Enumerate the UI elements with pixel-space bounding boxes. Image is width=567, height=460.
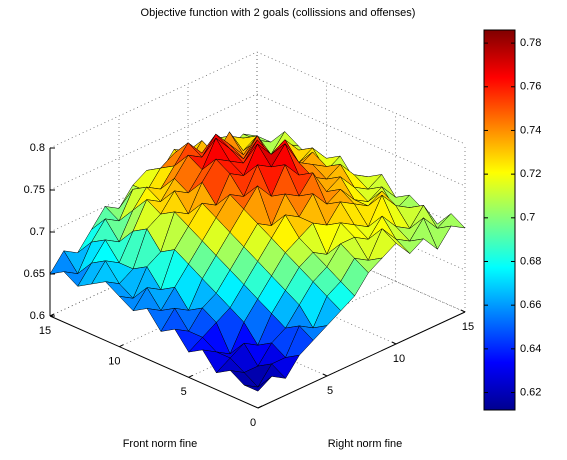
- z-tick-label: 0.7: [30, 226, 45, 238]
- x-tick-label: 15: [39, 325, 51, 337]
- colorbar-tick-label: 0.76: [520, 81, 541, 93]
- colorbar-tick-label: 0.62: [520, 386, 541, 398]
- z-tick-label: 0.8: [30, 142, 45, 154]
- x-tick-label: 5: [181, 386, 187, 398]
- y-tick-label: 5: [327, 385, 333, 397]
- colorbar-tick-label: 0.78: [520, 37, 541, 49]
- colorbar-tick-label: 0.72: [520, 168, 541, 180]
- z-tick-label: 0.65: [24, 268, 45, 280]
- colorbar-tick-label: 0.68: [520, 255, 541, 267]
- x-tick: [257, 405, 263, 409]
- z-tick-label: 0.6: [30, 310, 45, 322]
- x-tick-label: 0: [250, 417, 256, 429]
- chart-title: Objective function with 2 goals (colliss…: [141, 7, 416, 19]
- x-axis-label: Front norm fine: [123, 438, 198, 450]
- y-tick-label: 15: [462, 321, 474, 333]
- colorbar-tick-label: 0.74: [520, 124, 541, 136]
- x-tick: [49, 313, 55, 317]
- colorbar-tick-label: 0.66: [520, 299, 541, 311]
- axis-line: [257, 311, 466, 409]
- surface-patch: [243, 376, 272, 392]
- y-tick: [460, 309, 466, 313]
- colorbar-tick-label: 0.7: [520, 212, 535, 224]
- y-tick: [322, 373, 328, 377]
- x-tick: [188, 374, 193, 378]
- y-tick: [391, 341, 397, 345]
- y-axis-label: Right norm fine: [328, 438, 403, 450]
- colorbar-tick-label: 0.64: [520, 343, 541, 355]
- axis-line: [49, 315, 259, 409]
- colorbar: [483, 29, 516, 411]
- x-tick: [119, 344, 124, 348]
- y-tick-label: 10: [393, 353, 405, 365]
- z-tick-label: 0.75: [24, 184, 45, 196]
- x-tick-label: 10: [108, 356, 120, 368]
